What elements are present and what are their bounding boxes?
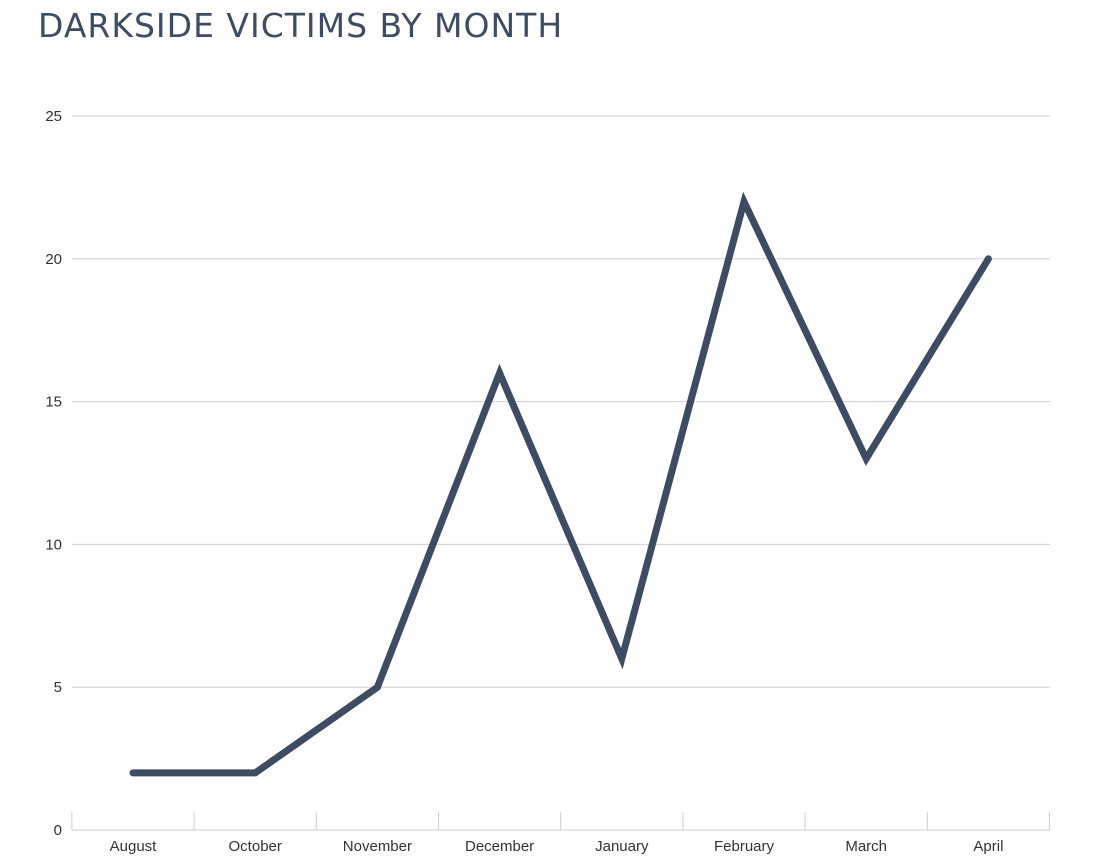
x-tick-label: December xyxy=(465,838,534,855)
y-tick-labels: 0 5 10 15 20 25 xyxy=(45,108,62,839)
y-tick-label: 0 xyxy=(54,822,62,839)
y-tick-label: 10 xyxy=(45,536,62,553)
x-tick-label: April xyxy=(973,838,1003,855)
gridlines xyxy=(72,115,1050,688)
y-tick-label: 20 xyxy=(45,251,62,268)
y-tick-label: 25 xyxy=(45,108,62,125)
x-tick-label: February xyxy=(714,838,775,855)
series xyxy=(129,191,992,777)
y-tick-label: 5 xyxy=(54,679,62,696)
x-tick-label: March xyxy=(845,838,887,855)
x-tick-label: August xyxy=(110,838,158,855)
x-tick-labels: August October November December January Febr… xyxy=(110,838,1004,855)
x-tick-label: October xyxy=(229,838,282,855)
series-line-0 xyxy=(129,191,992,777)
x-tick-label: November xyxy=(343,838,412,855)
y-tick-label: 15 xyxy=(45,394,62,411)
x-tick-label: January xyxy=(595,838,649,855)
x-axis xyxy=(71,812,1050,831)
chart-title: DARKSIDE VICTIMS BY MONTH xyxy=(38,6,564,45)
